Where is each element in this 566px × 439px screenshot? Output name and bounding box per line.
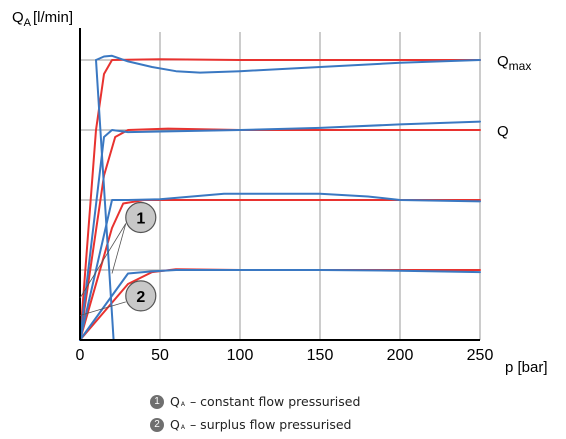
callout-circle-2 — [125, 280, 157, 312]
callout-number-2: 2 — [136, 289, 145, 306]
axes — [79, 28, 480, 341]
legend-symbol-letter: Q — [170, 417, 180, 432]
series-line-blue-6 — [79, 192, 481, 341]
legend-symbol-sub: A — [180, 424, 185, 431]
axis-titles: QA [l/min]p [bar] — [12, 9, 548, 376]
x-tick-label: 0 — [76, 347, 85, 364]
callouts: 12 — [79, 201, 157, 316]
legend-badge-1: 1 — [150, 394, 164, 409]
y-axis-title: QA [l/min] — [12, 9, 73, 29]
x-axis-title: p [bar] — [505, 359, 548, 376]
right-labels: Qmax Q — [497, 53, 531, 140]
right-label-q: Q — [497, 123, 509, 140]
series-line-blue-9 — [95, 59, 115, 341]
x-tick-label: 50 — [151, 347, 169, 364]
callout-leader-1 — [79, 223, 127, 299]
legend-symbol-sub: A — [180, 401, 185, 408]
callout-leader-2 — [79, 301, 126, 316]
x-tick-label: 250 — [467, 347, 494, 364]
series-line-blue-8 — [95, 54, 481, 74]
legend-badge-2: 2 — [150, 417, 164, 432]
right-label-qmax: Qmax — [497, 53, 531, 73]
series-lines — [79, 54, 481, 341]
right-label-sub: max — [509, 59, 532, 73]
x-tick-label: 150 — [307, 347, 334, 364]
legend-text-2: – surplus flow pressurised — [189, 417, 352, 432]
y-axis-title-unit: [l/min] — [33, 9, 73, 26]
series-line-blue-7 — [79, 269, 481, 341]
callout-circle-1 — [125, 201, 157, 234]
callout-number-1: 1 — [136, 211, 145, 228]
legend-symbol-letter: Q — [170, 394, 180, 409]
x-tick-label: 100 — [227, 347, 254, 364]
y-axis-title-sub: A — [24, 17, 32, 29]
x-tick-labels: 0 50 100 150 200 250 — [76, 347, 494, 364]
callout-leader-1 — [111, 223, 127, 274]
x-tick-label: 200 — [387, 347, 414, 364]
series-line-blue-5 — [79, 120, 481, 341]
legend-text-1: – constant flow pressurised — [189, 394, 361, 409]
series-line-red-1 — [79, 58, 481, 341]
series-line-red-3 — [79, 199, 481, 341]
